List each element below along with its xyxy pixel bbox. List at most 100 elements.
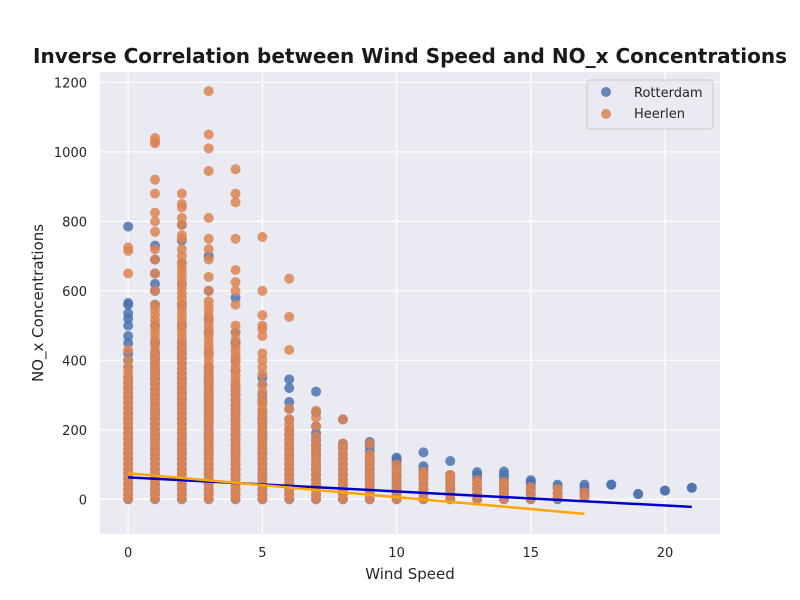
- data-point: [230, 197, 241, 208]
- data-point: [257, 362, 268, 373]
- data-point: [284, 403, 295, 414]
- gridlines: [100, 72, 720, 534]
- data-point: [391, 452, 402, 463]
- data-point: [150, 278, 161, 289]
- data-point: [150, 299, 161, 310]
- y-tick-label: 200: [62, 424, 87, 439]
- data-point: [150, 174, 161, 185]
- x-tick-label: 10: [388, 546, 405, 561]
- x-tick-label: 15: [523, 546, 540, 561]
- data-point: [150, 254, 161, 265]
- data-point: [230, 265, 241, 275]
- data-point: [123, 221, 134, 232]
- data-point: [284, 397, 295, 407]
- data-point: [284, 374, 295, 385]
- data-point: [123, 308, 134, 319]
- data-point: [230, 299, 241, 310]
- data-point: [176, 188, 187, 199]
- data-point: [123, 331, 134, 341]
- data-point: [176, 258, 187, 269]
- data-point: [284, 383, 295, 394]
- data-point: [150, 226, 161, 237]
- data-point: [525, 482, 536, 493]
- data-point: [498, 476, 509, 487]
- data-point: [230, 277, 241, 288]
- data-point: [418, 466, 429, 477]
- data-point: [203, 244, 214, 255]
- y-tick-label: 1200: [54, 76, 87, 91]
- data-point: [257, 348, 268, 359]
- data-point: [337, 414, 348, 425]
- data-point: [230, 334, 241, 345]
- data-point: [391, 459, 402, 470]
- data-point: [579, 479, 590, 490]
- data-point: [123, 242, 134, 253]
- data-point: [123, 268, 134, 279]
- data-point: [364, 449, 375, 460]
- data-point: [176, 251, 187, 262]
- data-point: [659, 485, 670, 496]
- data-point: [257, 331, 268, 341]
- data-point: [230, 341, 241, 352]
- x-tick-label: 0: [124, 546, 132, 561]
- data-point: [311, 405, 322, 416]
- data-point: [284, 414, 295, 425]
- legend-label-rotterdam: Rotterdam: [634, 86, 703, 101]
- data-point: [311, 412, 322, 423]
- data-point: [123, 344, 134, 355]
- data-point: [150, 285, 161, 296]
- data-point: [203, 86, 214, 97]
- data-point: [176, 219, 187, 230]
- data-point: [150, 216, 161, 227]
- data-point: [230, 292, 241, 303]
- y-axis-label: NO_x Concentrations: [29, 224, 48, 382]
- x-axis-label: Wind Speed: [365, 565, 455, 583]
- data-point: [230, 327, 241, 338]
- data-point: [123, 355, 134, 366]
- data-point: [257, 285, 268, 296]
- data-point: [311, 421, 322, 432]
- data-point: [579, 487, 590, 498]
- data-point: [257, 379, 268, 390]
- data-point: [445, 456, 456, 467]
- data-point: [284, 311, 295, 322]
- y-tick-label: 0: [79, 493, 87, 508]
- data-point: [123, 320, 134, 331]
- data-point: [284, 344, 295, 355]
- data-point: [176, 230, 187, 241]
- plot-area: [100, 72, 720, 534]
- data-point: [176, 244, 187, 255]
- data-point: [150, 244, 161, 255]
- data-point: [311, 386, 322, 397]
- data-point: [203, 233, 214, 244]
- data-point: [311, 431, 322, 442]
- trendline-heerlen: [128, 471, 585, 516]
- data-point: [230, 285, 241, 296]
- data-point: [257, 369, 268, 380]
- data-point: [498, 466, 509, 477]
- data-point: [257, 310, 268, 321]
- legend: Rotterdam Heerlen: [586, 79, 714, 130]
- data-point: [203, 143, 214, 154]
- data-points: [123, 86, 697, 505]
- trendlines: [128, 471, 692, 516]
- data-point: [150, 188, 161, 199]
- legend-label-heerlen: Heerlen: [634, 107, 685, 122]
- legend-box: [586, 79, 714, 130]
- data-point: [686, 482, 697, 493]
- y-tick-label: 400: [62, 354, 87, 369]
- data-point: [606, 479, 617, 490]
- data-point: [552, 483, 563, 494]
- data-point: [311, 438, 322, 449]
- data-point: [123, 337, 134, 348]
- data-point: [230, 164, 241, 175]
- data-point: [203, 166, 214, 176]
- data-point: [257, 386, 268, 397]
- data-point: [337, 438, 348, 449]
- data-point: [150, 207, 161, 218]
- y-tick-label: 800: [62, 215, 87, 230]
- data-point: [284, 273, 295, 284]
- y-tick-label: 600: [62, 285, 87, 300]
